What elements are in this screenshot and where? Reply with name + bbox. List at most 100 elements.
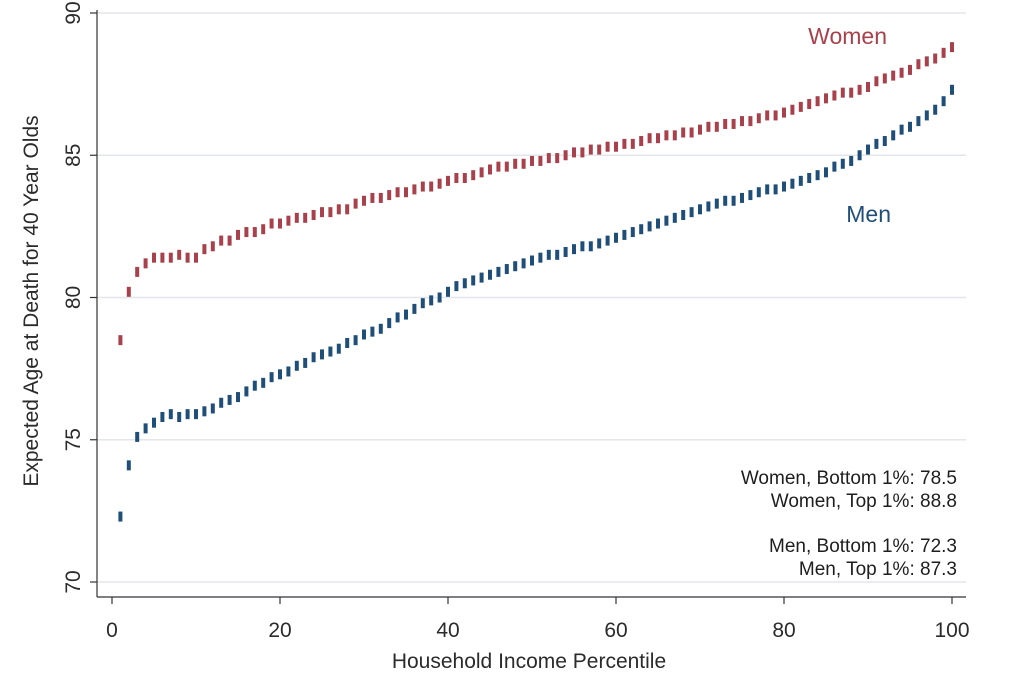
point-women-58 xyxy=(597,144,602,155)
point-men-12 xyxy=(210,403,215,414)
point-women-86 xyxy=(832,90,837,101)
point-men-83 xyxy=(807,173,812,184)
point-men-20 xyxy=(278,369,282,380)
point-women-50 xyxy=(530,155,534,166)
point-men-58 xyxy=(597,238,602,249)
point-women-84 xyxy=(815,96,820,107)
point-men-66 xyxy=(664,215,669,226)
point-men-29 xyxy=(353,335,358,346)
point-women-81 xyxy=(790,104,795,115)
point-women-87 xyxy=(840,87,845,98)
point-men-56 xyxy=(580,241,585,252)
point-men-36 xyxy=(412,303,417,314)
point-men-8 xyxy=(177,411,182,422)
point-women-29 xyxy=(353,198,358,209)
point-men-95 xyxy=(908,121,912,132)
y-axis-label: Expected Age at Death for 40 Year Olds xyxy=(20,115,43,486)
point-men-31 xyxy=(370,326,375,337)
point-women-45 xyxy=(488,164,492,175)
point-women-16 xyxy=(244,227,249,238)
point-women-76 xyxy=(748,116,753,127)
point-men-72 xyxy=(714,198,719,209)
point-women-43 xyxy=(471,170,476,181)
point-men-61 xyxy=(622,229,627,240)
point-men-69 xyxy=(689,207,694,218)
point-women-11 xyxy=(202,244,207,255)
point-men-62 xyxy=(630,227,635,238)
point-women-31 xyxy=(370,192,375,203)
point-men-52 xyxy=(546,249,551,260)
point-women-36 xyxy=(412,184,417,195)
point-men-51 xyxy=(538,252,543,263)
series-men xyxy=(118,84,954,522)
point-women-32 xyxy=(378,192,383,203)
annotation-women-bottom: Women, Bottom 1%: 78.5 xyxy=(741,468,957,489)
point-women-59 xyxy=(605,141,610,152)
point-women-42 xyxy=(462,173,467,184)
x-ticks: 0 20 40 60 80 100 xyxy=(106,597,970,642)
point-men-79 xyxy=(773,184,778,195)
point-women-79 xyxy=(773,110,778,121)
point-women-26 xyxy=(328,207,333,218)
point-women-83 xyxy=(807,99,812,110)
point-women-24 xyxy=(311,209,316,220)
point-men-48 xyxy=(513,261,518,272)
point-women-34 xyxy=(395,187,400,198)
point-men-54 xyxy=(563,246,568,257)
point-men-59 xyxy=(605,235,610,246)
point-men-41 xyxy=(454,281,459,292)
series-label-women: Women xyxy=(808,23,887,49)
point-women-37 xyxy=(420,181,425,192)
point-women-54 xyxy=(563,150,568,161)
point-men-100 xyxy=(950,84,954,95)
point-women-77 xyxy=(756,113,761,124)
point-men-65 xyxy=(656,218,660,229)
point-women-55 xyxy=(572,147,576,158)
y-tick-label-80: 80 xyxy=(62,286,85,309)
point-men-23 xyxy=(303,357,308,368)
point-men-37 xyxy=(420,298,425,309)
point-men-82 xyxy=(798,175,803,186)
point-men-49 xyxy=(521,258,526,269)
x-axis-label: Household Income Percentile xyxy=(392,650,666,673)
point-men-84 xyxy=(815,170,820,181)
point-men-74 xyxy=(731,195,736,206)
point-women-3 xyxy=(135,266,140,277)
point-men-24 xyxy=(311,352,316,363)
point-women-90 xyxy=(866,81,870,92)
point-women-69 xyxy=(689,127,694,138)
point-men-44 xyxy=(479,272,484,283)
point-women-78 xyxy=(765,110,770,121)
point-men-70 xyxy=(698,204,702,215)
point-men-55 xyxy=(572,244,576,255)
point-men-19 xyxy=(269,372,274,383)
point-women-18 xyxy=(261,224,266,235)
point-men-92 xyxy=(882,136,887,147)
point-men-96 xyxy=(916,116,921,127)
point-women-41 xyxy=(454,173,459,184)
point-women-5 xyxy=(152,252,156,263)
point-men-16 xyxy=(244,386,249,397)
point-men-22 xyxy=(294,360,299,371)
point-men-5 xyxy=(152,417,156,428)
point-men-80 xyxy=(782,181,786,192)
point-women-2 xyxy=(126,286,131,297)
point-women-68 xyxy=(681,127,686,138)
point-women-57 xyxy=(588,144,593,155)
point-men-1 xyxy=(118,511,123,522)
point-men-98 xyxy=(933,104,938,115)
point-men-28 xyxy=(345,338,350,349)
point-men-14 xyxy=(227,394,232,405)
point-women-62 xyxy=(630,138,635,149)
point-men-11 xyxy=(202,406,207,417)
point-women-93 xyxy=(891,70,896,81)
point-women-73 xyxy=(723,118,728,129)
point-men-97 xyxy=(924,110,929,121)
point-women-17 xyxy=(252,227,257,238)
point-women-21 xyxy=(286,215,291,226)
point-men-89 xyxy=(857,150,862,161)
point-women-100 xyxy=(950,42,954,53)
point-women-1 xyxy=(118,335,123,346)
point-men-93 xyxy=(891,130,896,141)
axes xyxy=(96,10,966,598)
